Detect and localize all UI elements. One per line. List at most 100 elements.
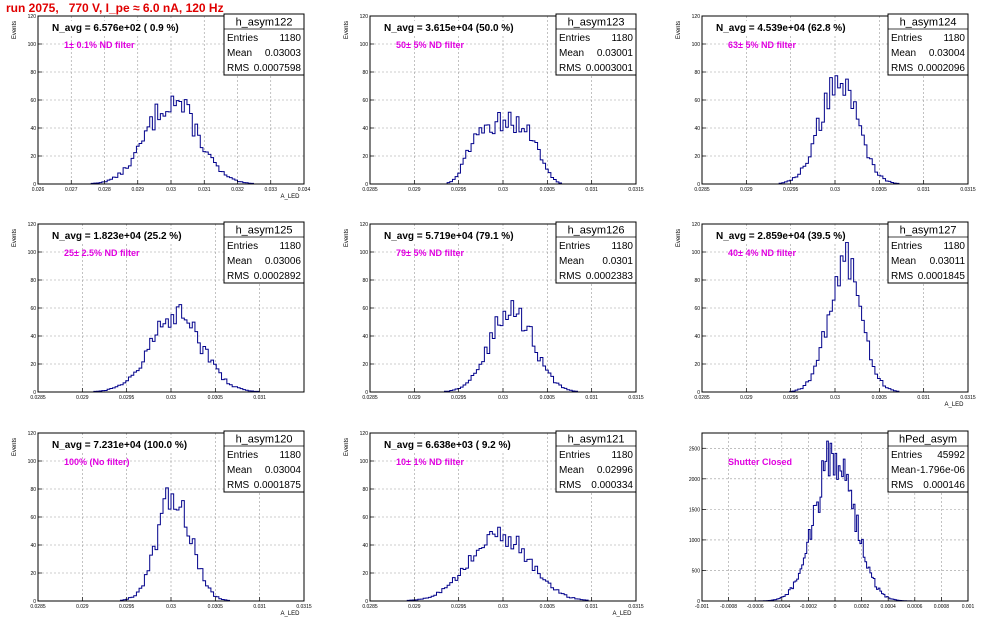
stat-value: 0.03011 [930,256,966,267]
x-tick-label: 0.029 [76,604,89,610]
stat-value: 1180 [611,450,633,461]
y-tick-label: 120 [692,14,701,20]
stat-value: 0.0002096 [918,63,966,74]
x-tick-label: 0.03 [498,395,508,401]
histogram-panel-h_asym126: 0.0285 0.029 0.0295 0.03 0.0305 0.031 0.0315 0 2… [344,221,644,401]
x-tick-label: 0.028 [98,187,111,193]
filter-annotation: 100% (No filter) [64,457,130,467]
x-tick-label: 0.0305 [872,395,888,401]
x-tick-label: 0.031 [585,395,598,401]
stat-value: 1180 [611,33,633,44]
y-tick-label: 0 [365,390,368,396]
stat-value: 0.03004 [929,48,966,59]
stat-label: Mean [227,256,252,267]
x-tick-label: 0.032 [231,187,244,193]
y-tick-label: 80 [362,70,368,76]
x-tick-label: 0.03 [830,187,840,193]
header-text: N_avg = 5.719e+04 (79.1 %) [384,231,514,242]
x-tick-label: 0.031 [253,395,266,401]
stat-label: Mean [891,256,916,267]
header-text: N_avg = 4.539e+04 (62.8 %) [716,23,846,34]
y-axis-label: Events [12,229,18,247]
stat-label: Mean [227,48,252,59]
stat-label: RMS [227,63,250,74]
x-tick-label: 0.0004 [881,604,897,610]
x-tick-label: 0.0006 [907,604,923,610]
stat-label: Mean [559,465,584,476]
y-tick-label: 100 [360,250,369,256]
x-tick-label: 0.0295 [783,187,799,193]
y-tick-label: 0 [365,182,368,188]
header-background [380,21,530,34]
x-tick-label: 0 [834,604,837,610]
stat-value: 0.03003 [265,48,302,59]
filter-annotation: 50± 5% ND filter [396,40,464,50]
stat-value: 0.000334 [591,480,633,491]
y-tick-label: 20 [362,571,368,577]
x-tick-label: 0.033 [264,187,277,193]
histogram-series [38,487,304,602]
histogram-series [38,304,304,393]
x-tick-label: -0.0006 [747,604,764,610]
stat-label: RMS [891,271,914,282]
x-tick-label: 0.0315 [628,187,644,193]
y-tick-label: 20 [362,154,368,160]
y-tick-label: 80 [30,487,36,493]
histogram-panel-h_asym125: 0.0285 0.029 0.0295 0.03 0.0305 0.031 0 20 40 60 8… [12,221,305,401]
histogram-panel-h_asym121: 0.0285 0.029 0.0295 0.03 0.0305 0.031 0.0315 0 2… [344,430,644,617]
stat-label: Entries [891,450,922,461]
x-tick-label: -0.001 [695,604,709,610]
y-tick-label: 40 [30,334,36,340]
page-title: run 2075, 770 V, I_pe ≈ 6.0 nA, 120 Hz [6,1,224,15]
x-tick-label: 0.0002 [854,604,870,610]
y-tick-label: 20 [30,571,36,577]
y-tick-label: 60 [362,98,368,104]
header-background [48,438,198,451]
stat-value: 1180 [279,241,301,252]
x-tick-label: 0.0295 [119,604,135,610]
y-tick-label: 0 [365,599,368,605]
y-axis-label: Events [676,229,682,247]
filter-annotation: 63± 5% ND filter [728,40,796,50]
stat-value: 0.02996 [597,465,634,476]
y-tick-label: 2500 [689,446,700,452]
histogram-series [370,526,636,602]
stats-box [223,13,305,76]
histogram-panel-h_asym124: 0.0285 0.029 0.0295 0.03 0.0305 0.031 0.0315 0 2… [676,13,976,193]
y-tick-label: 80 [362,278,368,284]
y-tick-label: 1000 [689,538,700,544]
stat-value: 0.0002383 [586,271,634,282]
y-tick-label: 120 [28,431,37,437]
histogram-name: h_asym126 [568,225,625,237]
x-axis-label: A_LED [944,402,964,408]
histogram-series [38,95,304,185]
x-tick-label: 0.029 [76,395,89,401]
stat-label: Entries [227,450,258,461]
filter-annotation: 79± 5% ND filter [396,248,464,258]
y-tick-label: 60 [362,515,368,521]
y-tick-label: 60 [30,515,36,521]
header-text: N_avg = 3.615e+04 (50.0 %) [384,23,514,34]
histogram-name: h_asym120 [236,434,293,446]
stat-value: 0.000146 [923,480,965,491]
x-tick-label: 0.0315 [960,395,976,401]
histogram-name: hPed_asym [899,434,957,446]
header-text: N_avg = 6.638e+03 ( 9.2 %) [384,440,511,451]
x-tick-label: 0.0285 [362,395,378,401]
stat-value: 0.0001845 [918,271,966,282]
y-tick-label: 100 [692,250,701,256]
header-text: N_avg = 2.859e+04 (39.5 %) [716,231,846,242]
y-tick-label: 0 [697,599,700,605]
x-tick-label: 0.03 [498,187,508,193]
x-tick-label: -0.0002 [800,604,817,610]
stat-value: 0.03006 [265,256,302,267]
y-tick-label: 0 [697,390,700,396]
y-tick-label: 60 [362,306,368,312]
stat-label: Entries [559,33,590,44]
y-tick-label: 1500 [689,507,700,513]
y-tick-label: 0 [33,390,36,396]
x-tick-label: 0.031 [917,187,930,193]
x-tick-label: 0.029 [131,187,144,193]
x-tick-label: 0.0008 [934,604,950,610]
x-axis-label: A_LED [612,611,632,617]
